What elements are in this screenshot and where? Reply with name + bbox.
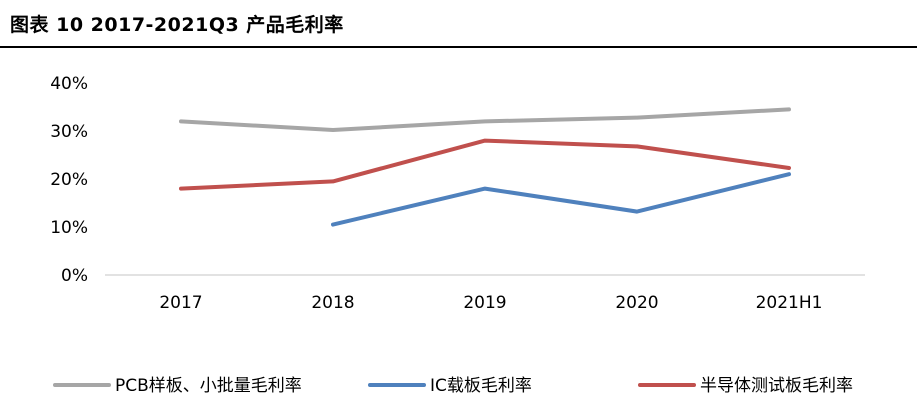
series-line-3 xyxy=(179,138,791,191)
y-tick-label: 40% xyxy=(50,74,88,94)
figure-title: 图表 10 2017-2021Q3 产品毛利率 xyxy=(10,14,344,36)
series-lines xyxy=(179,107,791,227)
x-tick-label: 2020 xyxy=(615,293,658,313)
x-tick-label: 2019 xyxy=(463,293,506,313)
y-axis-ticks: 0% 10% 20% 30% 40% xyxy=(50,74,88,286)
legend-label: PCB样板、小批量毛利率 xyxy=(115,376,302,396)
legend-label: IC载板毛利率 xyxy=(430,376,532,396)
series-line-2 xyxy=(331,172,791,227)
y-tick-label: 0% xyxy=(61,266,88,286)
legend-label: 半导体测试板毛利率 xyxy=(700,376,853,396)
y-tick-label: 20% xyxy=(50,170,88,190)
y-tick-label: 30% xyxy=(50,122,88,142)
title-underline xyxy=(0,46,917,48)
x-tick-label: 2017 xyxy=(159,293,202,313)
x-tick-label: 2021H1 xyxy=(756,293,823,313)
series-line-1 xyxy=(179,107,791,132)
x-axis-ticks: 2017 2018 2019 2020 2021H1 xyxy=(159,293,822,313)
y-tick-label: 10% xyxy=(50,218,88,238)
x-tick-label: 2018 xyxy=(311,293,354,313)
legend: PCB样板、小批量毛利率 IC载板毛利率 半导体测试板毛利率 xyxy=(53,376,853,396)
